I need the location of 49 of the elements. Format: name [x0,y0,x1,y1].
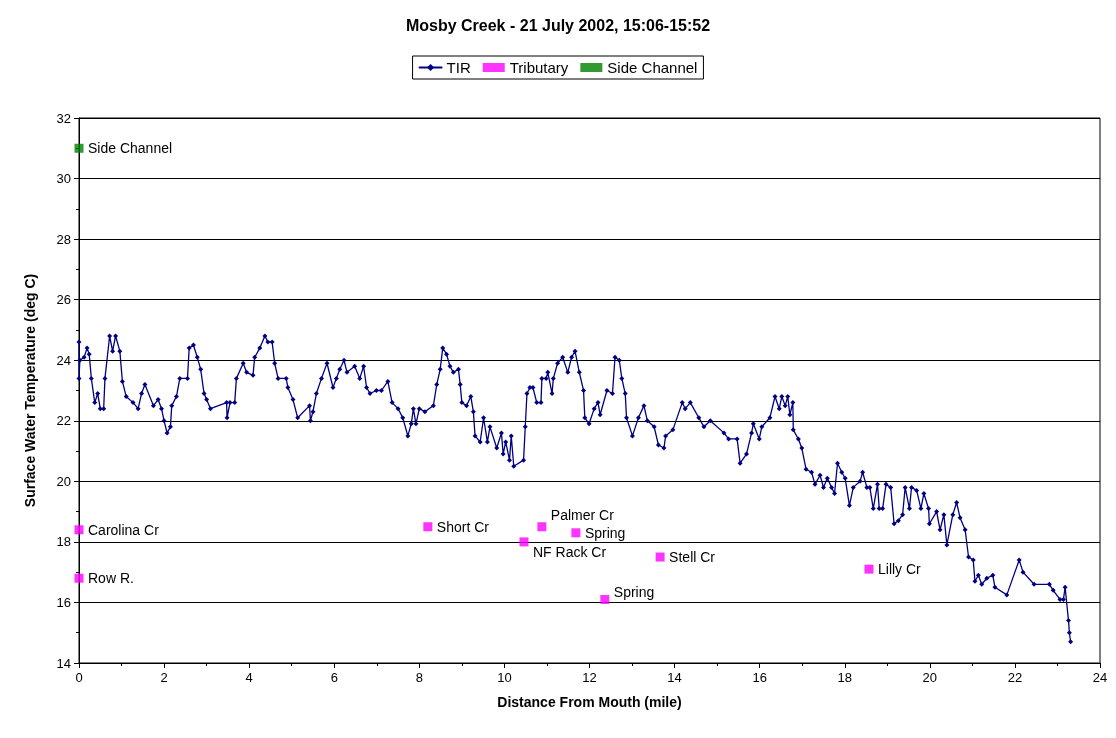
y-tick-label: 18 [56,534,71,550]
annotation: Carolina Cr [88,521,160,538]
annotation: Short Cr [436,518,490,535]
x-axis-title: Distance From Mouth (mile) [497,694,682,710]
annotation: Spring [584,524,626,541]
chart-title: Mosby Creek - 21 July 2002, 15:06-15:52 [405,16,711,34]
y-tick-label: 16 [56,594,71,610]
y-axis-title: Surface Water Temperature (deg C) [22,273,38,508]
point [571,528,581,538]
y-tick-label: 32 [56,110,71,126]
annotation: Palmer Cr [550,506,615,523]
point [74,143,84,153]
x-tick-label: 10 [497,670,512,685]
annotation: Spring [613,584,655,601]
annotation: Lilly Cr [878,561,922,578]
x-tick-label: 16 [752,670,767,685]
x-tick-label: 22 [1007,670,1023,685]
y-tick-label: 20 [56,473,71,489]
x-tick-label: 12 [582,670,597,685]
annotation: Stell Cr [669,549,716,566]
point [864,564,874,574]
x-tick-label: 14 [667,670,682,685]
y-tick-label: 24 [56,352,71,368]
point [600,594,610,604]
point [519,537,529,547]
x-tick-label: 0 [75,670,83,685]
x-tick-label: 18 [837,670,852,685]
point [74,573,84,583]
x-tick-label: 20 [922,670,938,685]
annotation: Row R. [88,570,134,587]
legend-label: Side Channel [607,59,698,76]
annotation: NF Rack Cr [532,543,607,560]
point [537,522,547,532]
y-tick-label: 26 [56,292,71,308]
point [423,522,433,532]
x-tick-label: 8 [415,670,423,685]
legend-label: Tributary [509,59,569,76]
y-tick-label: 14 [56,655,71,671]
x-tick-label: 24 [1092,670,1108,685]
annotation: Side Channel [88,140,173,157]
y-tick-label: 22 [56,413,71,429]
x-tick-label: 2 [160,670,168,685]
y-tick-label: 30 [56,171,71,187]
x-tick-label: 6 [330,670,338,685]
legend-label: TIR [446,59,471,76]
y-tick-label: 28 [56,231,71,247]
point [74,525,84,535]
x-tick-label: 4 [245,670,253,685]
point [655,552,665,562]
